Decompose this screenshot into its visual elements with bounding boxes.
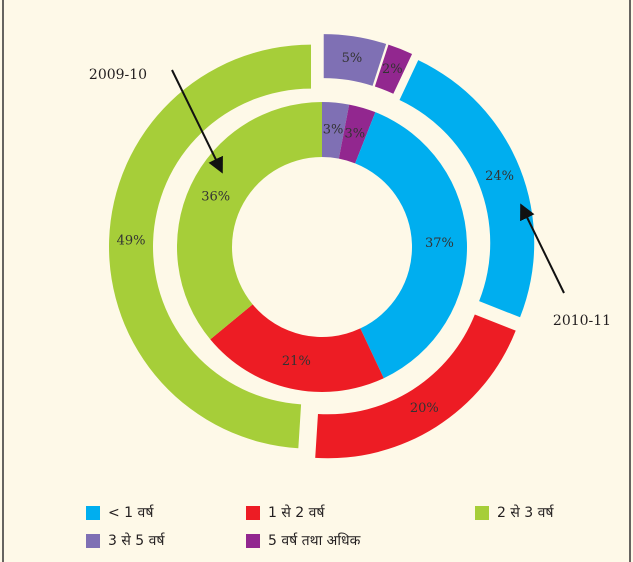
legend-swatch [246,534,260,548]
donut-segment [338,104,376,164]
data-label: 49% [117,234,146,249]
legend-label: 1 से 2 वर्ष [268,504,326,521]
donut-segment [109,44,312,449]
data-label: 36% [201,189,230,204]
legend-swatch [86,506,100,520]
legend-label: < 1 वर्ष [108,504,154,521]
data-label: 3% [344,127,365,142]
legend-label: 5 वर्ष तथा अधिक [268,532,361,549]
series-annotation: 2009-10 [89,67,147,83]
data-label: 5% [342,51,363,66]
data-label: 37% [425,236,454,251]
legend-swatch [475,506,489,520]
data-label: 21% [282,354,311,369]
annotation-arrow [171,69,223,174]
series-annotation: 2010-11 [553,313,611,329]
donut-segment [315,314,516,459]
legend-label: 2 से 3 वर्ष [497,504,555,521]
data-label: 24% [485,169,514,184]
legend-swatch [86,534,100,548]
legend: < 1 वर्ष 1 से 2 वर्ष 2 से 3 वर्ष 3 से 5 वर्… [86,504,555,549]
donut-segment [322,102,350,159]
donut-segment [399,60,535,318]
legend-swatch [246,506,260,520]
legend-label: 3 से 5 वर्ष [108,532,166,549]
annotation-arrow [520,203,565,294]
donut-segment [374,44,413,94]
donut-segment [355,112,468,379]
data-label: 20% [410,401,439,416]
data-label: 3% [323,123,344,138]
donut-segment [210,304,384,392]
data-label: 2% [382,62,403,77]
donut-segment [323,34,387,86]
